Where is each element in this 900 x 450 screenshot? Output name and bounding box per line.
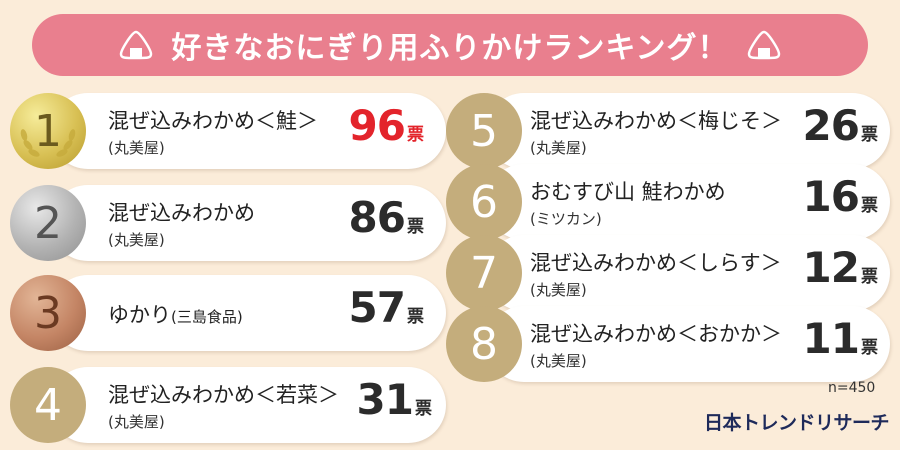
item-maker: (ミツカン) xyxy=(530,210,602,228)
ranking-card xyxy=(50,93,446,169)
bronze-medal: 3 xyxy=(10,275,86,351)
item-name: ゆかり(三島食品) xyxy=(108,299,243,329)
item-name: 混ぜ込みわかめ xyxy=(108,201,255,225)
gold-medal: 1 xyxy=(10,93,86,169)
item-name: 混ぜ込みわかめ＜鮭＞ xyxy=(108,109,318,133)
ranking-card xyxy=(50,367,446,443)
onigiri-icon xyxy=(120,30,153,60)
item-name: 混ぜ込みわかめ＜梅じそ＞ xyxy=(530,109,782,133)
item-name-text: ゆかり xyxy=(108,303,171,327)
ranking-row-1: 1 混ぜ込みわかめ＜鮭＞ (丸美屋) 96 票 xyxy=(10,93,446,169)
item-maker: (丸美屋) xyxy=(108,413,165,431)
ranking-card xyxy=(486,164,890,240)
onigiri-icon xyxy=(747,30,780,60)
vote-unit: 票 xyxy=(407,307,424,327)
vote-number: 11 xyxy=(802,314,860,363)
vote-number: 12 xyxy=(802,243,860,292)
vote-unit: 票 xyxy=(415,399,432,419)
silver-medal: 2 xyxy=(10,185,86,261)
vote-count: 31 票 xyxy=(357,379,432,421)
rank-number: 5 xyxy=(470,105,498,157)
rank-number: 4 xyxy=(34,379,62,431)
vote-count: 16 票 xyxy=(803,176,878,218)
vote-unit: 票 xyxy=(861,196,878,216)
ranking-card xyxy=(50,275,446,351)
rank-badge: 5 xyxy=(446,93,522,169)
rank-badge: 7 xyxy=(446,235,522,311)
item-name: 混ぜ込みわかめ＜おかか＞ xyxy=(530,322,782,346)
rank-badge: 8 xyxy=(446,306,522,382)
vote-count: 11 票 xyxy=(803,318,878,360)
vote-number: 57 xyxy=(348,283,406,332)
ranking-row-2: 2 混ぜ込みわかめ (丸美屋) 86 票 xyxy=(10,185,446,261)
ranking-card xyxy=(486,306,890,382)
item-maker: (丸美屋) xyxy=(108,139,165,157)
ranking-card xyxy=(486,93,890,169)
vote-count: 57 票 xyxy=(349,287,424,329)
rank-badge: 4 xyxy=(10,367,86,443)
rank-badge: 6 xyxy=(446,164,522,240)
item-name: おむすび山 鮭わかめ xyxy=(530,180,726,204)
vote-count: 86 票 xyxy=(349,197,424,239)
ranking-row-6: 6 おむすび山 鮭わかめ (ミツカン) 16 票 xyxy=(446,164,890,240)
sample-size: n=450 xyxy=(828,380,876,396)
ranking-row-7: 7 混ぜ込みわかめ＜しらす＞ (丸美屋) 12 票 xyxy=(446,235,890,311)
vote-unit: 票 xyxy=(407,125,424,145)
vote-unit: 票 xyxy=(407,217,424,237)
ranking-row-3: 3 ゆかり(三島食品) 57 票 xyxy=(10,275,446,351)
vote-unit: 票 xyxy=(861,267,878,287)
vote-count: 96 票 xyxy=(349,105,424,147)
vote-number: 86 xyxy=(348,193,406,242)
page-title: 好きなおにぎり用ふりかけランキング！ xyxy=(171,31,729,66)
vote-number: 26 xyxy=(802,101,860,150)
rank-number: 8 xyxy=(470,318,498,370)
item-maker: (丸美屋) xyxy=(108,231,165,249)
vote-number: 96 xyxy=(348,101,406,150)
ranking-row-5: 5 混ぜ込みわかめ＜梅じそ＞ (丸美屋) 26 票 xyxy=(446,93,890,169)
item-maker: (丸美屋) xyxy=(530,352,587,370)
item-name: 混ぜ込みわかめ＜しらす＞ xyxy=(530,251,782,275)
laurel-icon xyxy=(20,129,76,157)
vote-count: 26 票 xyxy=(803,105,878,147)
vote-unit: 票 xyxy=(861,125,878,145)
rank-number: 7 xyxy=(470,247,498,299)
rank-number: 6 xyxy=(470,176,498,228)
item-maker: (三島食品) xyxy=(171,308,243,326)
title-banner: 好きなおにぎり用ふりかけランキング！ xyxy=(32,14,868,76)
item-name: 混ぜ込みわかめ＜若菜＞ xyxy=(108,383,339,407)
rank-number: 3 xyxy=(34,287,62,339)
rank-number: 1 xyxy=(34,105,62,157)
item-maker: (丸美屋) xyxy=(530,139,587,157)
ranking-row-4: 4 混ぜ込みわかめ＜若菜＞ (丸美屋) 31 票 xyxy=(10,367,446,443)
rank-number: 2 xyxy=(34,197,62,249)
brand-logo: 日本トレンドリサーチ xyxy=(704,412,890,434)
item-maker: (丸美屋) xyxy=(530,281,587,299)
vote-number: 31 xyxy=(356,375,414,424)
ranking-card xyxy=(50,185,446,261)
vote-unit: 票 xyxy=(861,338,878,358)
vote-number: 16 xyxy=(802,172,860,221)
ranking-card xyxy=(486,235,890,311)
vote-count: 12 票 xyxy=(803,247,878,289)
ranking-row-8: 8 混ぜ込みわかめ＜おかか＞ (丸美屋) 11 票 xyxy=(446,306,890,382)
